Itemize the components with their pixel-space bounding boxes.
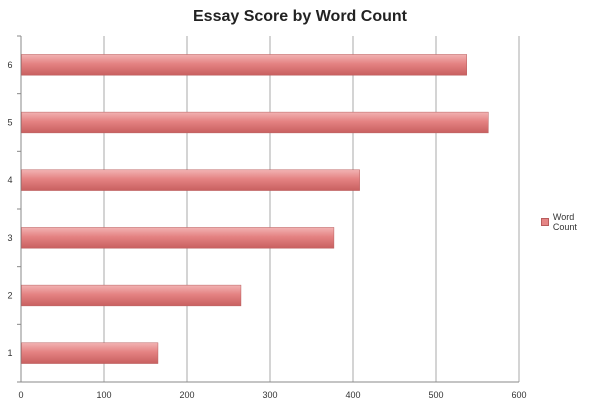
x-tick-label: 200: [179, 390, 194, 400]
bar: [21, 284, 242, 307]
y-tick-label: 3: [7, 233, 12, 243]
x-tick-label: 300: [262, 390, 277, 400]
y-tick-label: 4: [7, 175, 12, 185]
y-tick-label: 1: [7, 348, 12, 358]
y-tick-label: 6: [7, 60, 12, 70]
bar: [21, 227, 335, 249]
x-tick-label: 100: [96, 390, 111, 400]
x-tick-label: 500: [428, 390, 443, 400]
x-tick-label: 0: [18, 390, 23, 400]
y-tick-label: 2: [7, 291, 12, 301]
legend-swatch: [541, 218, 549, 226]
legend: Word Count: [541, 212, 600, 232]
bar: [21, 111, 489, 134]
x-tick-label: 400: [345, 390, 360, 400]
chart-title: Essay Score by Word Count: [193, 8, 407, 25]
legend-label: Word Count: [552, 212, 577, 232]
y-tick-label: 5: [7, 118, 12, 128]
x-tick-label: 600: [511, 390, 526, 400]
bar: [21, 342, 159, 364]
bar: [21, 54, 467, 76]
bar: [21, 169, 360, 191]
